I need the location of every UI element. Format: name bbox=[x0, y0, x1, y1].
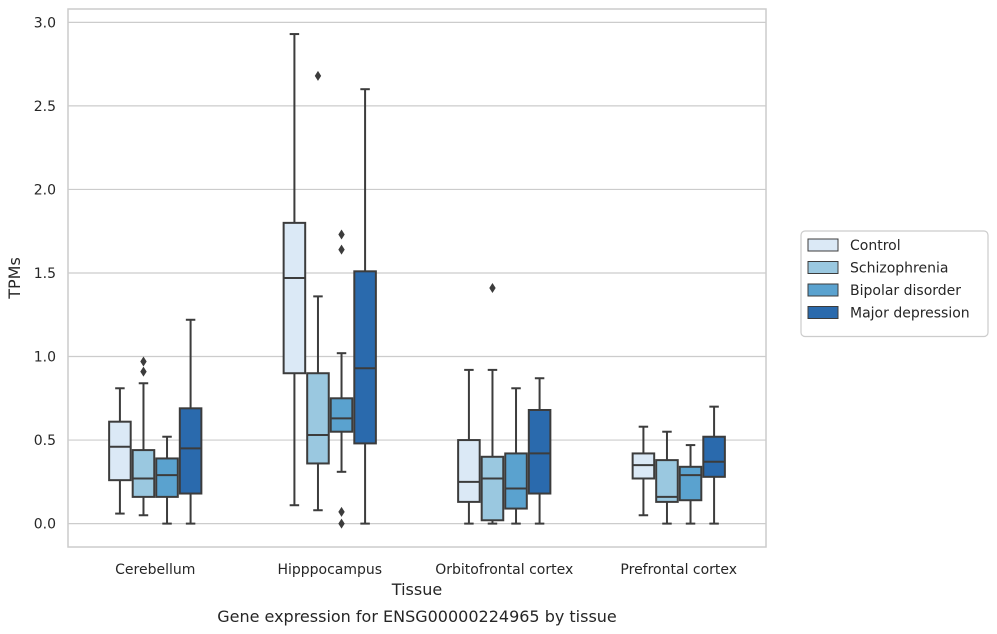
outlier-point bbox=[314, 70, 322, 81]
x-tick-label: Orbitofrontal cortex bbox=[435, 562, 573, 578]
legend-label: Major depression bbox=[850, 306, 970, 322]
x-tick-label: Prefrontal cortex bbox=[620, 562, 737, 578]
y-axis-label: TPMs bbox=[5, 257, 24, 300]
box-0-0 bbox=[108, 387, 132, 515]
box-1-0 bbox=[282, 33, 307, 507]
legend-label: Control bbox=[850, 238, 901, 254]
legend: Control Schizophrenia Bipolar disorder Majo… bbox=[800, 230, 989, 338]
x-tick-labels: Cerebellum Hipppocampus Orbitofrontal cort… bbox=[115, 562, 737, 578]
box-2-0 bbox=[457, 368, 481, 525]
legend-label: Bipolar disorder bbox=[850, 283, 961, 299]
y-tick-label: 1.5 bbox=[34, 266, 56, 282]
outlier-point bbox=[338, 229, 345, 240]
x-tick-label: Cerebellum bbox=[115, 562, 195, 578]
box-body bbox=[178, 407, 203, 495]
legend-swatch bbox=[807, 261, 839, 274]
legend-frame bbox=[800, 230, 989, 338]
box-3-0 bbox=[631, 425, 656, 517]
box-body bbox=[306, 372, 330, 465]
legend-swatch bbox=[807, 306, 839, 319]
box-body bbox=[655, 459, 679, 503]
outlier-point bbox=[140, 366, 147, 377]
box-body bbox=[702, 435, 726, 478]
box-2-3 bbox=[527, 377, 552, 525]
outlier-point bbox=[489, 283, 496, 294]
box-0-1 bbox=[131, 356, 156, 517]
y-tick-label: 3.0 bbox=[34, 15, 56, 31]
x-tick-label: Hipppocampus bbox=[277, 562, 382, 578]
y-tick-label: 0.5 bbox=[34, 433, 56, 449]
chart-caption: Gene expression for ENSG00000224965 by t… bbox=[217, 607, 617, 626]
box-body bbox=[282, 221, 307, 375]
box-body bbox=[457, 439, 481, 503]
legend-swatch bbox=[807, 238, 839, 252]
legend-swatch bbox=[807, 283, 839, 297]
box-body bbox=[678, 465, 703, 502]
box-0-2 bbox=[155, 435, 179, 525]
box-body bbox=[527, 408, 552, 495]
box-body bbox=[155, 457, 179, 498]
box-groups bbox=[108, 33, 726, 529]
y-tick-label: 2.0 bbox=[34, 182, 56, 198]
outlier-point bbox=[140, 356, 147, 367]
box-3-1 bbox=[655, 430, 679, 525]
y-tick-label: 1.0 bbox=[34, 350, 56, 366]
legend-label: Schizophrenia bbox=[850, 261, 948, 277]
box-0-3 bbox=[178, 318, 203, 525]
box-body bbox=[504, 452, 528, 510]
box-3-3 bbox=[702, 405, 726, 525]
box-2-1 bbox=[480, 283, 505, 525]
outlier-point bbox=[338, 244, 345, 255]
y-tick-labels: 0.0 0.5 1.0 1.5 2.0 2.5 3.0 bbox=[34, 15, 56, 532]
y-tick-label: 0.0 bbox=[34, 517, 56, 533]
x-axis-label: Tissue bbox=[391, 580, 442, 599]
outlier-point bbox=[338, 518, 345, 529]
box-1-3 bbox=[353, 88, 377, 525]
box-body bbox=[480, 455, 505, 522]
box-2-2 bbox=[504, 387, 528, 525]
box-body bbox=[108, 420, 132, 482]
grid-lines bbox=[68, 21, 766, 525]
y-tick-label: 2.5 bbox=[34, 99, 56, 115]
plot-frame bbox=[67, 8, 767, 548]
box-1-2 bbox=[329, 229, 354, 529]
box-1-1 bbox=[306, 70, 330, 512]
box-body bbox=[131, 449, 156, 498]
box-3-2 bbox=[678, 444, 703, 525]
box-body bbox=[329, 397, 354, 433]
box-body bbox=[353, 270, 377, 445]
outlier-point bbox=[338, 506, 345, 517]
